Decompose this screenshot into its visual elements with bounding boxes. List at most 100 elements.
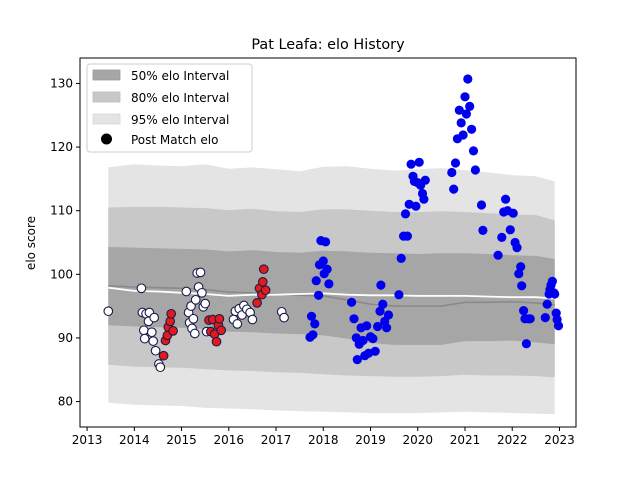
data-point xyxy=(370,346,380,356)
data-point xyxy=(406,159,416,169)
x-tick-label: 2021 xyxy=(450,433,481,447)
data-point xyxy=(508,208,518,218)
data-point xyxy=(200,298,211,309)
legend-label-post-match: Post Match elo xyxy=(131,133,218,147)
data-point xyxy=(349,314,359,324)
data-point xyxy=(501,194,511,204)
data-point xyxy=(138,325,149,336)
data-point xyxy=(352,355,362,365)
post-match-points xyxy=(103,74,564,373)
x-tick-label: 2022 xyxy=(497,433,528,447)
data-point xyxy=(420,175,430,185)
x-tick-label: 2016 xyxy=(214,433,245,447)
data-point xyxy=(512,243,522,253)
data-point xyxy=(197,287,207,298)
x-tick-label: 2019 xyxy=(355,433,386,447)
x-tick-label: 2023 xyxy=(544,433,575,447)
chart-title: Pat Leafa: elo History xyxy=(251,37,405,53)
x-tick-label: 2013 xyxy=(72,433,103,447)
data-point xyxy=(252,298,262,308)
plot-frame xyxy=(79,57,577,428)
data-point xyxy=(186,301,196,311)
legend-marker-post-match xyxy=(101,133,112,145)
data-point xyxy=(402,231,412,241)
data-point xyxy=(258,264,269,275)
y-axis-label: elo score xyxy=(24,216,38,270)
data-point xyxy=(493,250,503,260)
data-point xyxy=(550,289,560,299)
data-point xyxy=(553,321,564,331)
data-point xyxy=(419,194,429,204)
legend-swatch-50 xyxy=(92,69,121,81)
data-point xyxy=(411,201,421,211)
data-point xyxy=(396,253,406,263)
data-point xyxy=(347,297,357,307)
data-point xyxy=(146,327,157,338)
data-point xyxy=(450,158,461,168)
data-point xyxy=(505,225,515,235)
data-point xyxy=(476,200,487,210)
data-point xyxy=(158,350,169,361)
data-point xyxy=(216,325,227,336)
data-point xyxy=(322,264,332,274)
data-point xyxy=(279,312,289,323)
data-point xyxy=(311,276,321,286)
y-axis: 80 90 100 110 120 130 xyxy=(50,76,80,409)
data-point xyxy=(308,330,318,340)
series-white-points xyxy=(103,267,289,373)
data-point xyxy=(394,290,404,300)
data-point xyxy=(362,321,372,331)
data-point xyxy=(497,232,507,242)
data-point xyxy=(517,281,527,291)
x-tick-label: 2014 xyxy=(119,433,150,447)
legend-label-50: 50% elo Interval xyxy=(131,69,229,83)
data-point xyxy=(149,312,160,323)
data-point xyxy=(456,118,466,128)
interval-bands xyxy=(108,164,555,415)
data-point xyxy=(461,109,471,119)
y-tick-label: 100 xyxy=(50,267,73,281)
data-point xyxy=(383,310,394,320)
data-point xyxy=(166,308,177,319)
data-point xyxy=(168,326,178,336)
data-point xyxy=(189,328,200,339)
data-point xyxy=(514,269,524,279)
legend-label-95: 95% elo Interval xyxy=(131,113,229,127)
data-point xyxy=(190,294,201,305)
x-axis: 2013 2014 2015 2016 2017 2018 2019 2020 2021 2022… xyxy=(72,427,575,447)
data-point xyxy=(540,313,550,323)
data-point xyxy=(525,314,535,324)
data-point xyxy=(195,267,206,278)
y-tick-label: 110 xyxy=(50,204,73,218)
data-point xyxy=(375,306,385,316)
data-point xyxy=(368,334,378,344)
x-tick-label: 2020 xyxy=(402,433,433,447)
data-point xyxy=(306,311,317,321)
data-point xyxy=(516,262,526,272)
data-point xyxy=(458,130,468,140)
y-tick-label: 120 xyxy=(50,140,73,154)
data-point xyxy=(324,279,334,289)
y-tick-label: 90 xyxy=(58,331,73,345)
data-point xyxy=(257,277,268,287)
data-point xyxy=(148,336,159,346)
data-point xyxy=(358,335,368,346)
legend-label-80: 80% elo Interval xyxy=(131,91,229,105)
data-point xyxy=(188,313,199,324)
data-point xyxy=(470,165,480,175)
data-point xyxy=(211,336,222,347)
data-point xyxy=(400,209,411,219)
data-point xyxy=(136,283,147,294)
series-blue-points xyxy=(305,74,564,365)
data-point xyxy=(463,74,473,84)
data-point xyxy=(155,362,166,373)
data-point xyxy=(447,167,457,178)
data-point xyxy=(310,319,320,329)
data-point xyxy=(139,333,150,344)
data-point xyxy=(321,237,331,247)
y-tick-label: 130 xyxy=(50,76,73,90)
data-point xyxy=(318,256,328,266)
y-tick-label: 80 xyxy=(58,395,73,409)
data-point xyxy=(382,323,392,333)
legend: 50% elo Interval 80% elo Interval 95% el… xyxy=(86,63,253,153)
